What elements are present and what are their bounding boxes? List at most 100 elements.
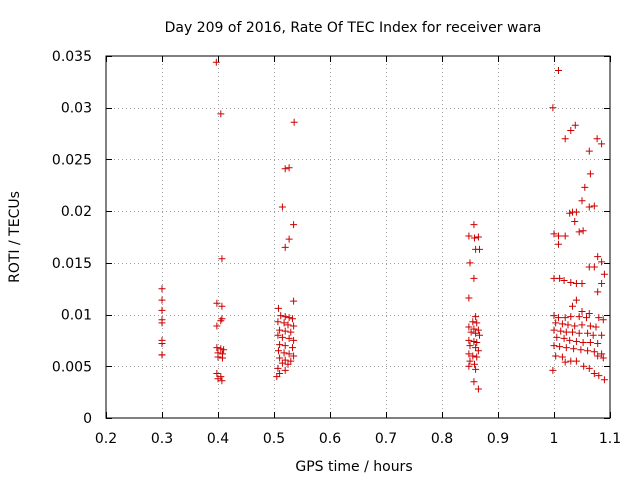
data-point xyxy=(585,263,593,271)
data-point xyxy=(554,314,562,322)
y-tick-label: 0.005 xyxy=(52,359,92,375)
data-point xyxy=(469,352,477,360)
data-point xyxy=(213,370,221,378)
data-point xyxy=(590,348,598,356)
data-point xyxy=(476,331,484,339)
data-point xyxy=(218,302,226,310)
data-point xyxy=(571,121,579,129)
data-point xyxy=(274,347,282,355)
data-point xyxy=(595,372,603,380)
data-point xyxy=(585,147,593,155)
data-point xyxy=(594,288,602,296)
data-point xyxy=(578,280,586,288)
data-point xyxy=(281,342,289,350)
data-point xyxy=(594,340,602,348)
data-point xyxy=(466,259,474,267)
x-tick-label: 0.7 xyxy=(375,431,397,447)
data-point xyxy=(285,164,293,172)
y-tick-label: 0.02 xyxy=(61,204,92,220)
y-tick-label: 0.01 xyxy=(61,308,92,324)
y-tick-label: 0.03 xyxy=(61,101,92,117)
data-point xyxy=(590,202,598,210)
data-point xyxy=(600,270,608,278)
data-point xyxy=(278,359,286,367)
data-point xyxy=(556,343,564,351)
data-point xyxy=(570,345,578,353)
data-point xyxy=(554,232,562,240)
data-point xyxy=(217,110,225,118)
data-point xyxy=(465,336,473,344)
data-point xyxy=(217,317,225,325)
y-tick-label: 0.035 xyxy=(52,49,92,65)
y-tick-label: 0 xyxy=(83,411,92,427)
x-tick-label: 0.4 xyxy=(207,431,229,447)
data-point xyxy=(558,320,566,328)
data-point xyxy=(470,234,478,242)
data-point xyxy=(285,235,293,243)
plot-frame xyxy=(105,55,611,419)
data-point xyxy=(276,354,284,362)
data-point xyxy=(578,307,586,315)
data-point xyxy=(598,350,606,358)
data-point xyxy=(274,318,282,326)
data-point xyxy=(276,341,284,349)
data-point xyxy=(556,274,564,282)
data-point xyxy=(290,297,298,305)
data-point xyxy=(575,228,583,236)
data-point xyxy=(572,296,580,304)
y-axis-label: ROTI / TECUs xyxy=(7,191,23,283)
data-point xyxy=(220,346,228,354)
data-point xyxy=(290,118,298,126)
data-point xyxy=(158,296,166,304)
data-point xyxy=(474,385,482,393)
data-point xyxy=(550,342,558,350)
data-point xyxy=(158,319,166,327)
data-point xyxy=(581,183,589,191)
data-point xyxy=(465,362,473,370)
data-point xyxy=(584,347,592,355)
data-point xyxy=(213,299,221,307)
data-point xyxy=(578,197,586,205)
data-point xyxy=(274,331,282,339)
data-point xyxy=(575,313,583,321)
data-point xyxy=(285,314,293,322)
data-point xyxy=(564,321,572,329)
data-point xyxy=(470,378,478,386)
data-point xyxy=(568,328,576,336)
data-point xyxy=(472,329,480,337)
x-tick-label: 0.6 xyxy=(319,431,341,447)
data-point xyxy=(593,135,601,143)
data-point xyxy=(585,203,593,211)
data-point xyxy=(472,365,480,373)
data-point xyxy=(281,243,289,251)
data-point xyxy=(561,135,569,143)
data-point xyxy=(562,328,570,336)
data-point xyxy=(288,344,296,352)
data-point xyxy=(567,279,575,287)
data-point xyxy=(214,375,222,383)
data-point xyxy=(598,331,606,339)
data-point xyxy=(598,140,606,148)
data-point xyxy=(474,347,482,355)
x-tick-label: 0.3 xyxy=(151,431,173,447)
data-point xyxy=(467,328,475,336)
data-point xyxy=(284,321,292,329)
data-point xyxy=(560,276,568,284)
data-point xyxy=(582,314,590,322)
data-point xyxy=(599,316,607,324)
data-point xyxy=(567,313,575,321)
data-point xyxy=(158,285,166,293)
data-point xyxy=(558,353,566,361)
x-tick-label: 1.1 xyxy=(599,431,621,447)
data-point xyxy=(465,294,473,302)
y-axis-tick-labels: 0 0.005 0.01 0.015 0.02 0.025 0.03 0.035 xyxy=(52,49,92,427)
data-point xyxy=(579,227,587,235)
data-point xyxy=(592,323,600,331)
data-point xyxy=(213,344,221,352)
data-point xyxy=(572,337,580,345)
data-point xyxy=(274,364,282,372)
data-point xyxy=(281,165,289,173)
data-point xyxy=(278,333,286,341)
data-point xyxy=(571,322,579,330)
